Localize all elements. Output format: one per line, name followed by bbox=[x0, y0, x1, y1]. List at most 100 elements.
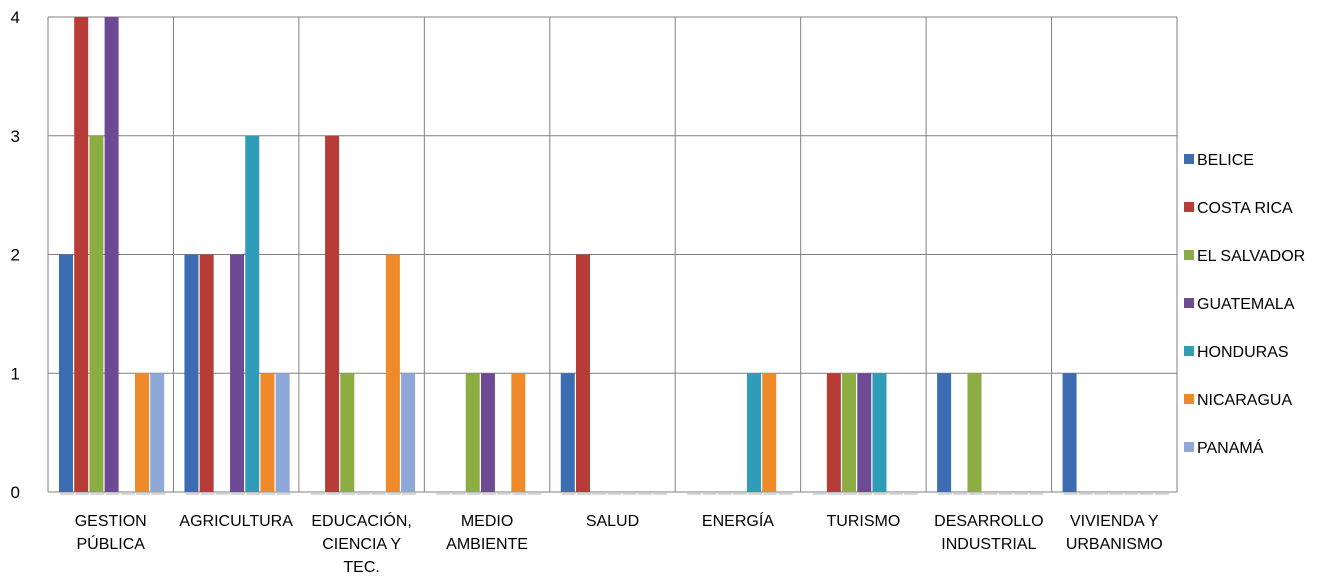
bar-costa-rica-2 bbox=[325, 135, 340, 492]
legend-swatch bbox=[1184, 250, 1194, 260]
bar-guatemala-3 bbox=[480, 373, 495, 492]
bar-guatemala-0 bbox=[104, 17, 119, 492]
bar-shadow bbox=[1063, 491, 1078, 495]
bar-shadow bbox=[200, 491, 215, 495]
y-tick-label: 4 bbox=[11, 8, 20, 27]
y-axis-ticks: 0 1 2 3 4 bbox=[11, 8, 20, 502]
bar-nicaragua-2 bbox=[385, 254, 400, 492]
bar-honduras-6 bbox=[872, 373, 887, 492]
y-tick-label: 1 bbox=[11, 364, 20, 383]
bar-shadow bbox=[1139, 491, 1154, 495]
bar-shadow bbox=[843, 491, 858, 495]
bar-shadow bbox=[451, 491, 466, 495]
bar-nicaragua-0 bbox=[135, 373, 149, 492]
bar-shadow bbox=[953, 491, 968, 495]
x-tick-label: GESTION PÚBLICA bbox=[75, 513, 147, 553]
y-tick-label: 2 bbox=[11, 246, 20, 265]
bar-shadow bbox=[60, 491, 74, 495]
legend-item: GUATEMALA bbox=[1184, 296, 1295, 313]
bar-belice-7 bbox=[937, 373, 952, 492]
legend-swatch bbox=[1184, 202, 1194, 212]
bar-shadow bbox=[607, 491, 622, 495]
legend-item: EL SALVADOR bbox=[1184, 248, 1305, 265]
y-tick-label: 3 bbox=[11, 127, 20, 146]
legend-label: NICARAGUA bbox=[1197, 392, 1292, 409]
bar-shadow bbox=[622, 491, 637, 495]
bar-shadow bbox=[1124, 491, 1139, 495]
bar-shadow bbox=[497, 491, 512, 495]
bar-shadow bbox=[1029, 491, 1044, 495]
bar-shadow bbox=[231, 491, 246, 495]
legend-swatch bbox=[1184, 298, 1194, 308]
bar-shadow bbox=[90, 491, 105, 495]
bar-shadow bbox=[356, 491, 371, 495]
bar-shadow bbox=[763, 491, 778, 495]
bar-nicaragua-5 bbox=[762, 373, 777, 492]
bar-shadow bbox=[938, 491, 953, 495]
legend-swatch bbox=[1184, 346, 1194, 356]
bar-el-salvador-2 bbox=[340, 373, 355, 492]
bar-shadow bbox=[436, 491, 451, 495]
bar-shadow bbox=[687, 491, 702, 495]
legend-label: BELICE bbox=[1197, 152, 1254, 169]
x-tick-label: ENERGÍA bbox=[702, 511, 774, 530]
legend-swatch bbox=[1184, 394, 1194, 404]
bar-shadow bbox=[576, 491, 591, 495]
legend-item: BELICE bbox=[1184, 152, 1254, 169]
bar-shadow bbox=[1109, 491, 1124, 495]
bar-shadow bbox=[702, 491, 717, 495]
bar-shadow bbox=[371, 491, 386, 495]
bar-costa-rica-6 bbox=[826, 373, 841, 492]
x-tick-label: AGRICULTURA bbox=[179, 513, 293, 530]
bar-belice-1 bbox=[184, 254, 199, 492]
bar-shadow bbox=[136, 491, 150, 495]
legend-swatch bbox=[1184, 442, 1194, 452]
bar-belice-4 bbox=[560, 373, 575, 492]
legend-item: NICARAGUA bbox=[1184, 392, 1292, 409]
bar-shadow bbox=[827, 491, 842, 495]
legend-item: PANAMÁ bbox=[1184, 438, 1264, 457]
chart-legend: BELICE COSTA RICA EL SALVADOR GUATEMALA HOND… bbox=[1184, 152, 1305, 457]
bar-el-salvador-6 bbox=[842, 373, 857, 492]
bar-shadow bbox=[998, 491, 1013, 495]
bar-shadow bbox=[652, 491, 667, 495]
bar-guatemala-1 bbox=[230, 254, 245, 492]
bar-honduras-5 bbox=[747, 373, 762, 492]
legend-label: COSTA RICA bbox=[1197, 200, 1293, 217]
x-tick-label: TURISMO bbox=[826, 513, 900, 530]
bar-el-salvador-0 bbox=[89, 135, 104, 492]
bar-nicaragua-1 bbox=[260, 373, 275, 492]
bar-shadow bbox=[402, 491, 417, 495]
y-tick-label: 0 bbox=[11, 483, 20, 502]
bar-panamá-2 bbox=[401, 373, 416, 492]
legend-swatch bbox=[1184, 154, 1194, 164]
legend-label: PANAMÁ bbox=[1197, 438, 1264, 457]
bar-shadow bbox=[151, 491, 166, 495]
bar-costa-rica-0 bbox=[74, 17, 89, 492]
bar-shadow bbox=[512, 491, 527, 495]
bar-shadow bbox=[812, 491, 827, 495]
bar-shadow bbox=[466, 491, 481, 495]
bar-guatemala-6 bbox=[857, 373, 872, 492]
bar-shadow bbox=[888, 491, 903, 495]
bar-shadow bbox=[120, 491, 135, 495]
bar-shadow bbox=[215, 491, 230, 495]
bar-panamá-1 bbox=[275, 373, 290, 492]
bar-shadow bbox=[75, 491, 90, 495]
bar-costa-rica-4 bbox=[575, 254, 590, 492]
bar-shadow bbox=[968, 491, 983, 495]
bar-shadow bbox=[1093, 491, 1108, 495]
bar-shadow bbox=[732, 491, 747, 495]
bar-shadow bbox=[105, 491, 120, 495]
bar-shadow bbox=[185, 491, 200, 495]
legend-label: GUATEMALA bbox=[1197, 296, 1295, 313]
bar-nicaragua-3 bbox=[511, 373, 526, 492]
legend-item: HONDURAS bbox=[1184, 344, 1289, 361]
bar-shadow bbox=[983, 491, 998, 495]
legend-label: HONDURAS bbox=[1197, 344, 1289, 361]
chart-bars bbox=[59, 17, 1169, 495]
bar-el-salvador-3 bbox=[465, 373, 480, 492]
x-tick-label: EDUCACIÓN, CIENCIA Y TEC. bbox=[311, 511, 411, 576]
bar-honduras-1 bbox=[245, 135, 260, 492]
